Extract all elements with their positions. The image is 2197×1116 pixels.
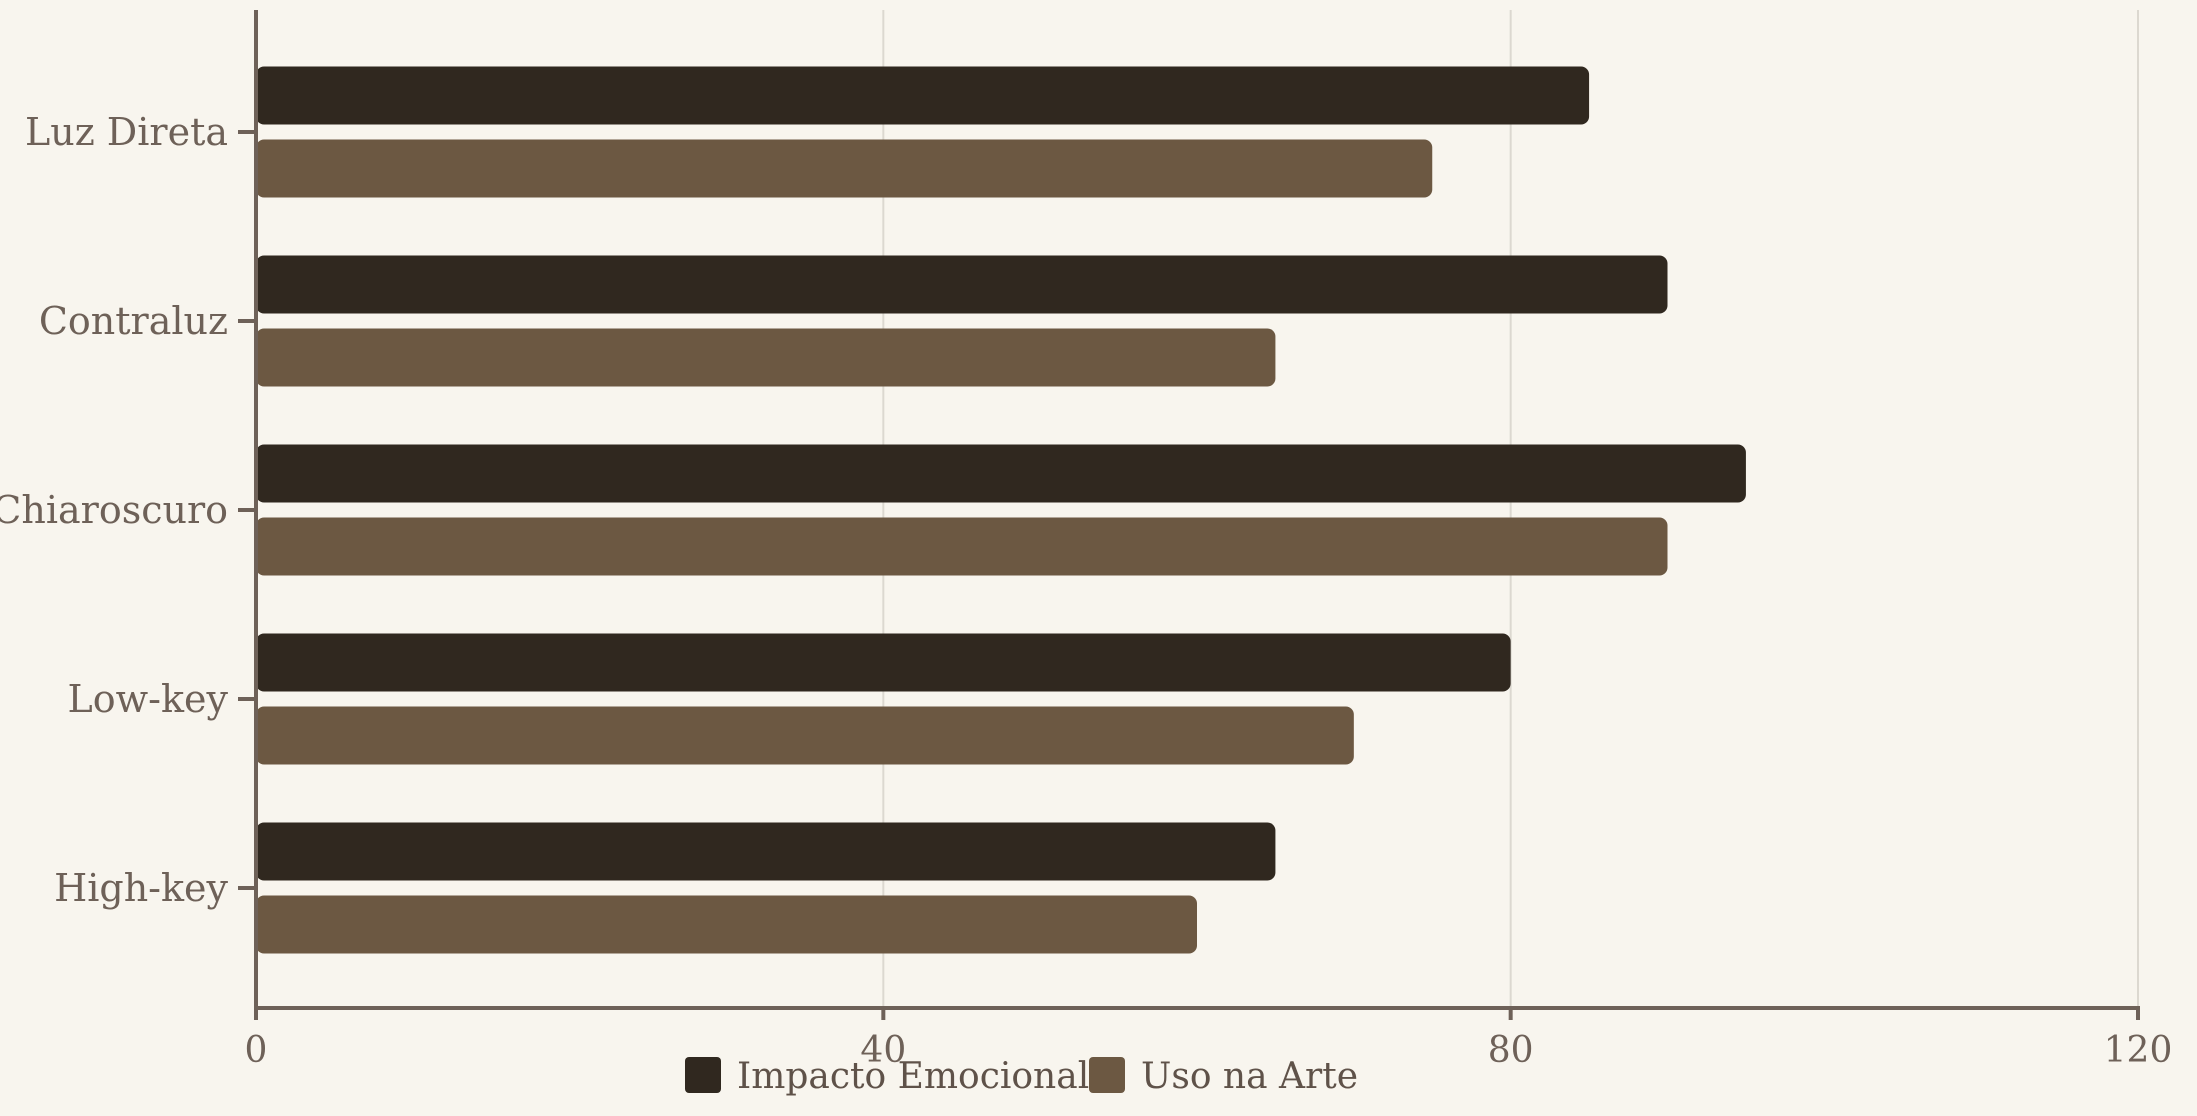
x-tick-label-40: 40 [860,1030,906,1071]
category-label-chiaroscuro: Chiaroscuro [0,488,228,532]
bar-layer [256,66,1746,954]
legend-item-1[interactable]: Impacto Emocional [685,1056,1089,1097]
legend[interactable]: Impacto Emocional Uso na Arte [685,1056,1358,1097]
bar-luz-direta-series-2[interactable] [256,139,1433,198]
bar-high-key-series-2[interactable] [256,895,1197,954]
axis-layer [238,10,2140,1020]
category-label-low-key: Low-key [68,677,229,721]
legend-label-2: Uso na Arte [1141,1056,1358,1097]
bar-low-key-series-1[interactable] [256,633,1511,692]
label-layer: 0 40 80 120 Luz Direta Contraluz Chiaroscuro Lo… [0,110,2172,1071]
x-tick-label-80: 80 [1488,1030,1534,1071]
legend-label-1: Impacto Emocional [737,1056,1089,1097]
bar-low-key-series-2[interactable] [256,706,1354,765]
category-label-luz-direta: Luz Direta [25,110,228,154]
category-label-high-key: High-key [54,866,228,910]
bar-contraluz-series-2[interactable] [256,328,1276,387]
legend-swatch-1 [685,1057,721,1093]
legend-swatch-2 [1089,1057,1125,1093]
bar-chiaroscuro-series-2[interactable] [256,517,1668,576]
bar-luz-direta-series-1[interactable] [256,66,1590,125]
x-tick-label-120: 120 [2104,1030,2173,1071]
bar-contraluz-series-1[interactable] [256,255,1668,314]
bar-high-key-series-1[interactable] [256,822,1276,881]
bar-chiaroscuro-series-1[interactable] [256,444,1746,503]
category-label-contraluz: Contraluz [39,299,228,343]
x-tick-label-0: 0 [245,1030,268,1071]
legend-item-2[interactable]: Uso na Arte [1089,1056,1358,1097]
